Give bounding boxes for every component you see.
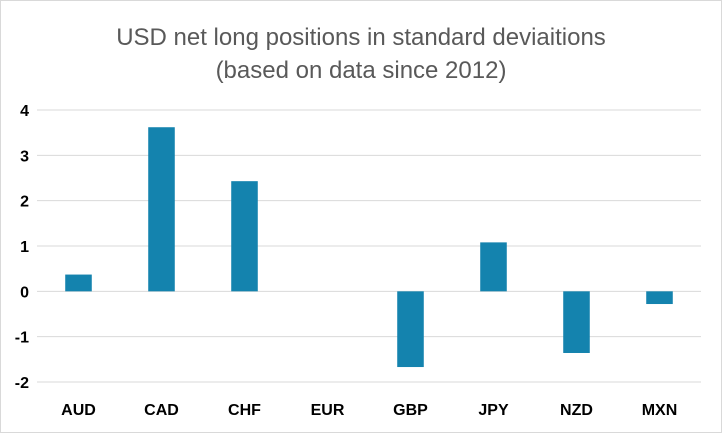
x-tick-label: CAD: [144, 402, 179, 419]
gridlines: [37, 109, 701, 383]
y-tick-label: -1: [15, 330, 29, 347]
bar-chf: [231, 181, 258, 292]
bar-mxn: [646, 291, 673, 305]
chart-subtitle: (based on data since 2012): [216, 57, 507, 84]
y-tick-label: -2: [15, 375, 29, 392]
y-tick-label: 4: [20, 103, 29, 120]
x-tick-label: EUR: [311, 402, 345, 419]
bar-nzd: [563, 291, 590, 353]
x-tick-label: NZD: [560, 402, 593, 419]
x-tick-label: AUD: [61, 402, 96, 419]
x-axis-ticks: AUD CAD CHF EUR GBP JPY NZD MXN: [61, 402, 677, 419]
y-tick-label: 2: [20, 194, 29, 211]
y-axis-ticks: -2 -1 0 1 2 3 4: [15, 103, 29, 392]
bars: [65, 127, 673, 368]
x-tick-label: MXN: [642, 402, 678, 419]
x-tick-label: GBP: [393, 402, 428, 419]
bar-aud: [65, 274, 92, 292]
bar-gbp: [397, 291, 424, 368]
y-tick-label: 3: [20, 148, 29, 165]
y-tick-label: 1: [20, 239, 29, 256]
x-tick-label: JPY: [478, 402, 509, 419]
chart-title: USD net long positions in standard devia…: [116, 24, 606, 51]
bar-jpy: [480, 242, 507, 292]
y-tick-label: 0: [20, 284, 29, 301]
x-tick-label: CHF: [228, 402, 261, 419]
bar-cad: [148, 127, 175, 292]
